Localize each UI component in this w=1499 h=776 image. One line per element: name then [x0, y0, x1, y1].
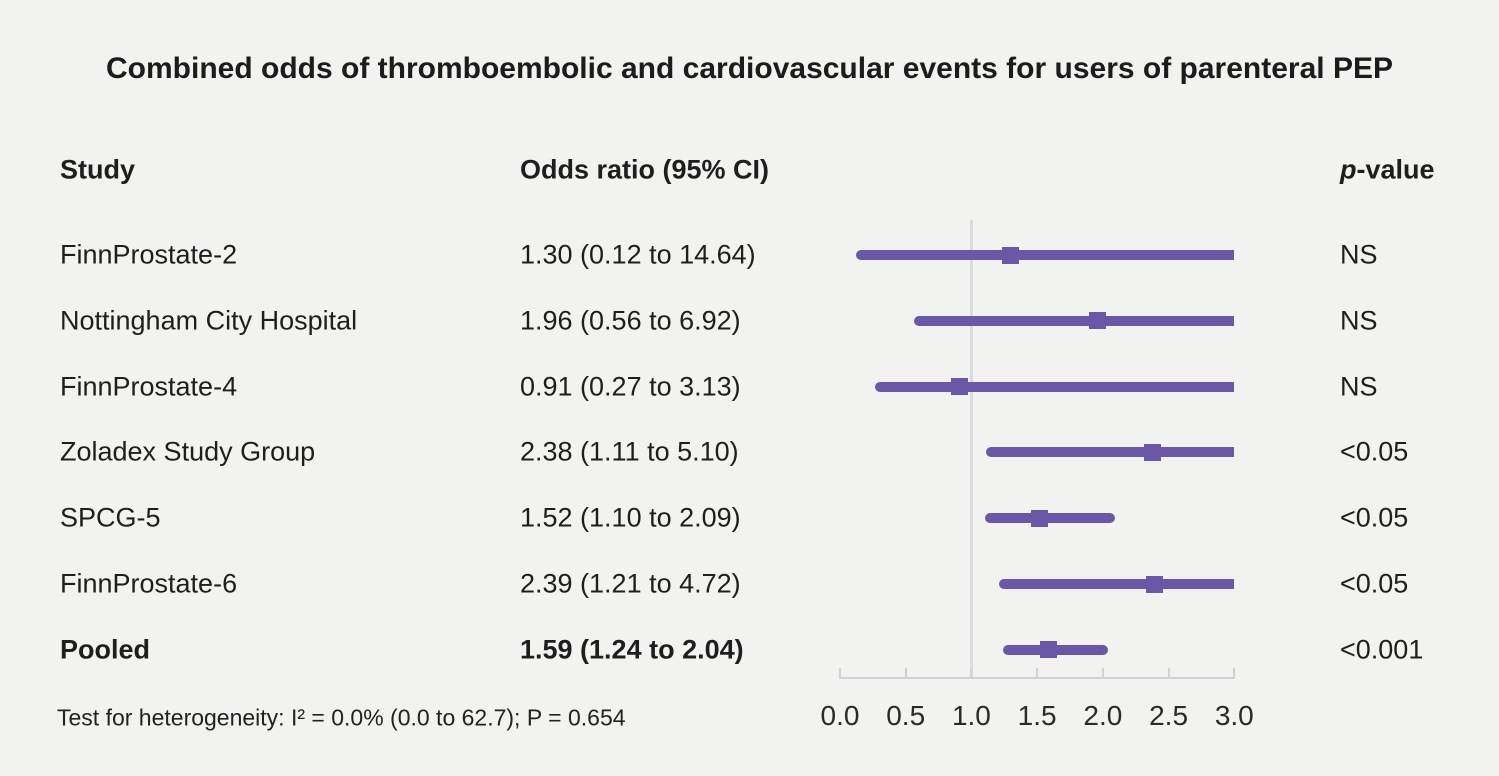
- odds-ratio-value: 2.38 (1.11 to 5.10): [520, 436, 739, 467]
- confidence-interval-line: [875, 381, 1235, 392]
- p-value: <0.05: [1340, 568, 1409, 599]
- x-axis-tick-label: 1.5: [1017, 700, 1057, 731]
- study-label: Pooled: [60, 634, 151, 665]
- confidence-interval-line: [984, 513, 1115, 524]
- x-axis-tick: [1167, 668, 1170, 678]
- odds-ratio-value: 1.96 (0.56 to 6.92): [520, 305, 741, 336]
- confidence-interval-line: [985, 447, 1235, 458]
- p-value: NS: [1340, 305, 1378, 336]
- x-axis-tick-label: 3.0: [1214, 700, 1254, 731]
- p-value-italic-p: p: [1340, 154, 1357, 185]
- x-axis-tick-label: 2.0: [1083, 700, 1123, 731]
- odds-ratio-value: 1.59 (1.24 to 2.04): [520, 634, 744, 665]
- x-axis-tick: [1036, 668, 1039, 678]
- x-axis-tick-label: 0.5: [886, 700, 926, 731]
- column-header-odds-ratio: Odds ratio (95% CI): [520, 154, 770, 185]
- x-axis-tick-label: 0.0: [820, 700, 860, 731]
- x-axis-tick: [1233, 668, 1236, 678]
- x-axis-tick: [904, 668, 907, 678]
- confidence-interval-line: [999, 579, 1235, 590]
- reference-line: [969, 220, 973, 679]
- study-label: SPCG-5: [60, 502, 161, 533]
- point-estimate-square: [1145, 575, 1163, 593]
- x-axis-tick-label: 1.0: [951, 700, 991, 731]
- p-value: <0.001: [1340, 634, 1424, 665]
- odds-ratio-value: 1.52 (1.10 to 2.09): [520, 502, 741, 533]
- column-header-p-value: p-value: [1340, 155, 1435, 186]
- heterogeneity-note: Test for heterogeneity: I² = 0.0% (0.0 t…: [57, 704, 626, 731]
- point-estimate-square: [1040, 641, 1058, 659]
- p-value: NS: [1340, 371, 1378, 402]
- odds-ratio-value: 2.39 (1.21 to 4.72): [520, 568, 741, 599]
- point-estimate-square: [1144, 443, 1162, 461]
- confidence-interval-line: [913, 315, 1235, 326]
- confidence-interval-line: [855, 250, 1235, 260]
- study-label: FinnProstate-2: [60, 239, 238, 270]
- study-label: FinnProstate-4: [60, 371, 238, 402]
- x-axis-tick: [839, 668, 841, 678]
- p-value: NS: [1340, 239, 1378, 270]
- odds-ratio-value: 0.91 (0.27 to 3.13): [520, 371, 741, 402]
- x-axis-tick: [970, 668, 973, 678]
- point-estimate-square: [951, 378, 969, 396]
- x-axis-tick: [1101, 668, 1104, 678]
- odds-ratio-value: 1.30 (0.12 to 14.64): [520, 239, 756, 270]
- x-axis-tick-label: 2.5: [1149, 700, 1189, 731]
- x-axis-line: [839, 677, 1236, 679]
- column-header-study: Study: [60, 154, 136, 185]
- chart-title: Combined odds of thromboembolic and card…: [106, 52, 1393, 85]
- study-label: Nottingham City Hospital: [60, 305, 358, 336]
- p-value: <0.05: [1340, 502, 1409, 533]
- study-label: FinnProstate-6: [60, 568, 238, 599]
- p-value-suffix: -value: [1356, 154, 1435, 185]
- point-estimate-square: [1031, 509, 1049, 527]
- point-estimate-square: [1089, 312, 1107, 330]
- p-value: <0.05: [1340, 436, 1409, 467]
- point-estimate-square: [1002, 246, 1020, 264]
- study-label: Zoladex Study Group: [60, 436, 316, 467]
